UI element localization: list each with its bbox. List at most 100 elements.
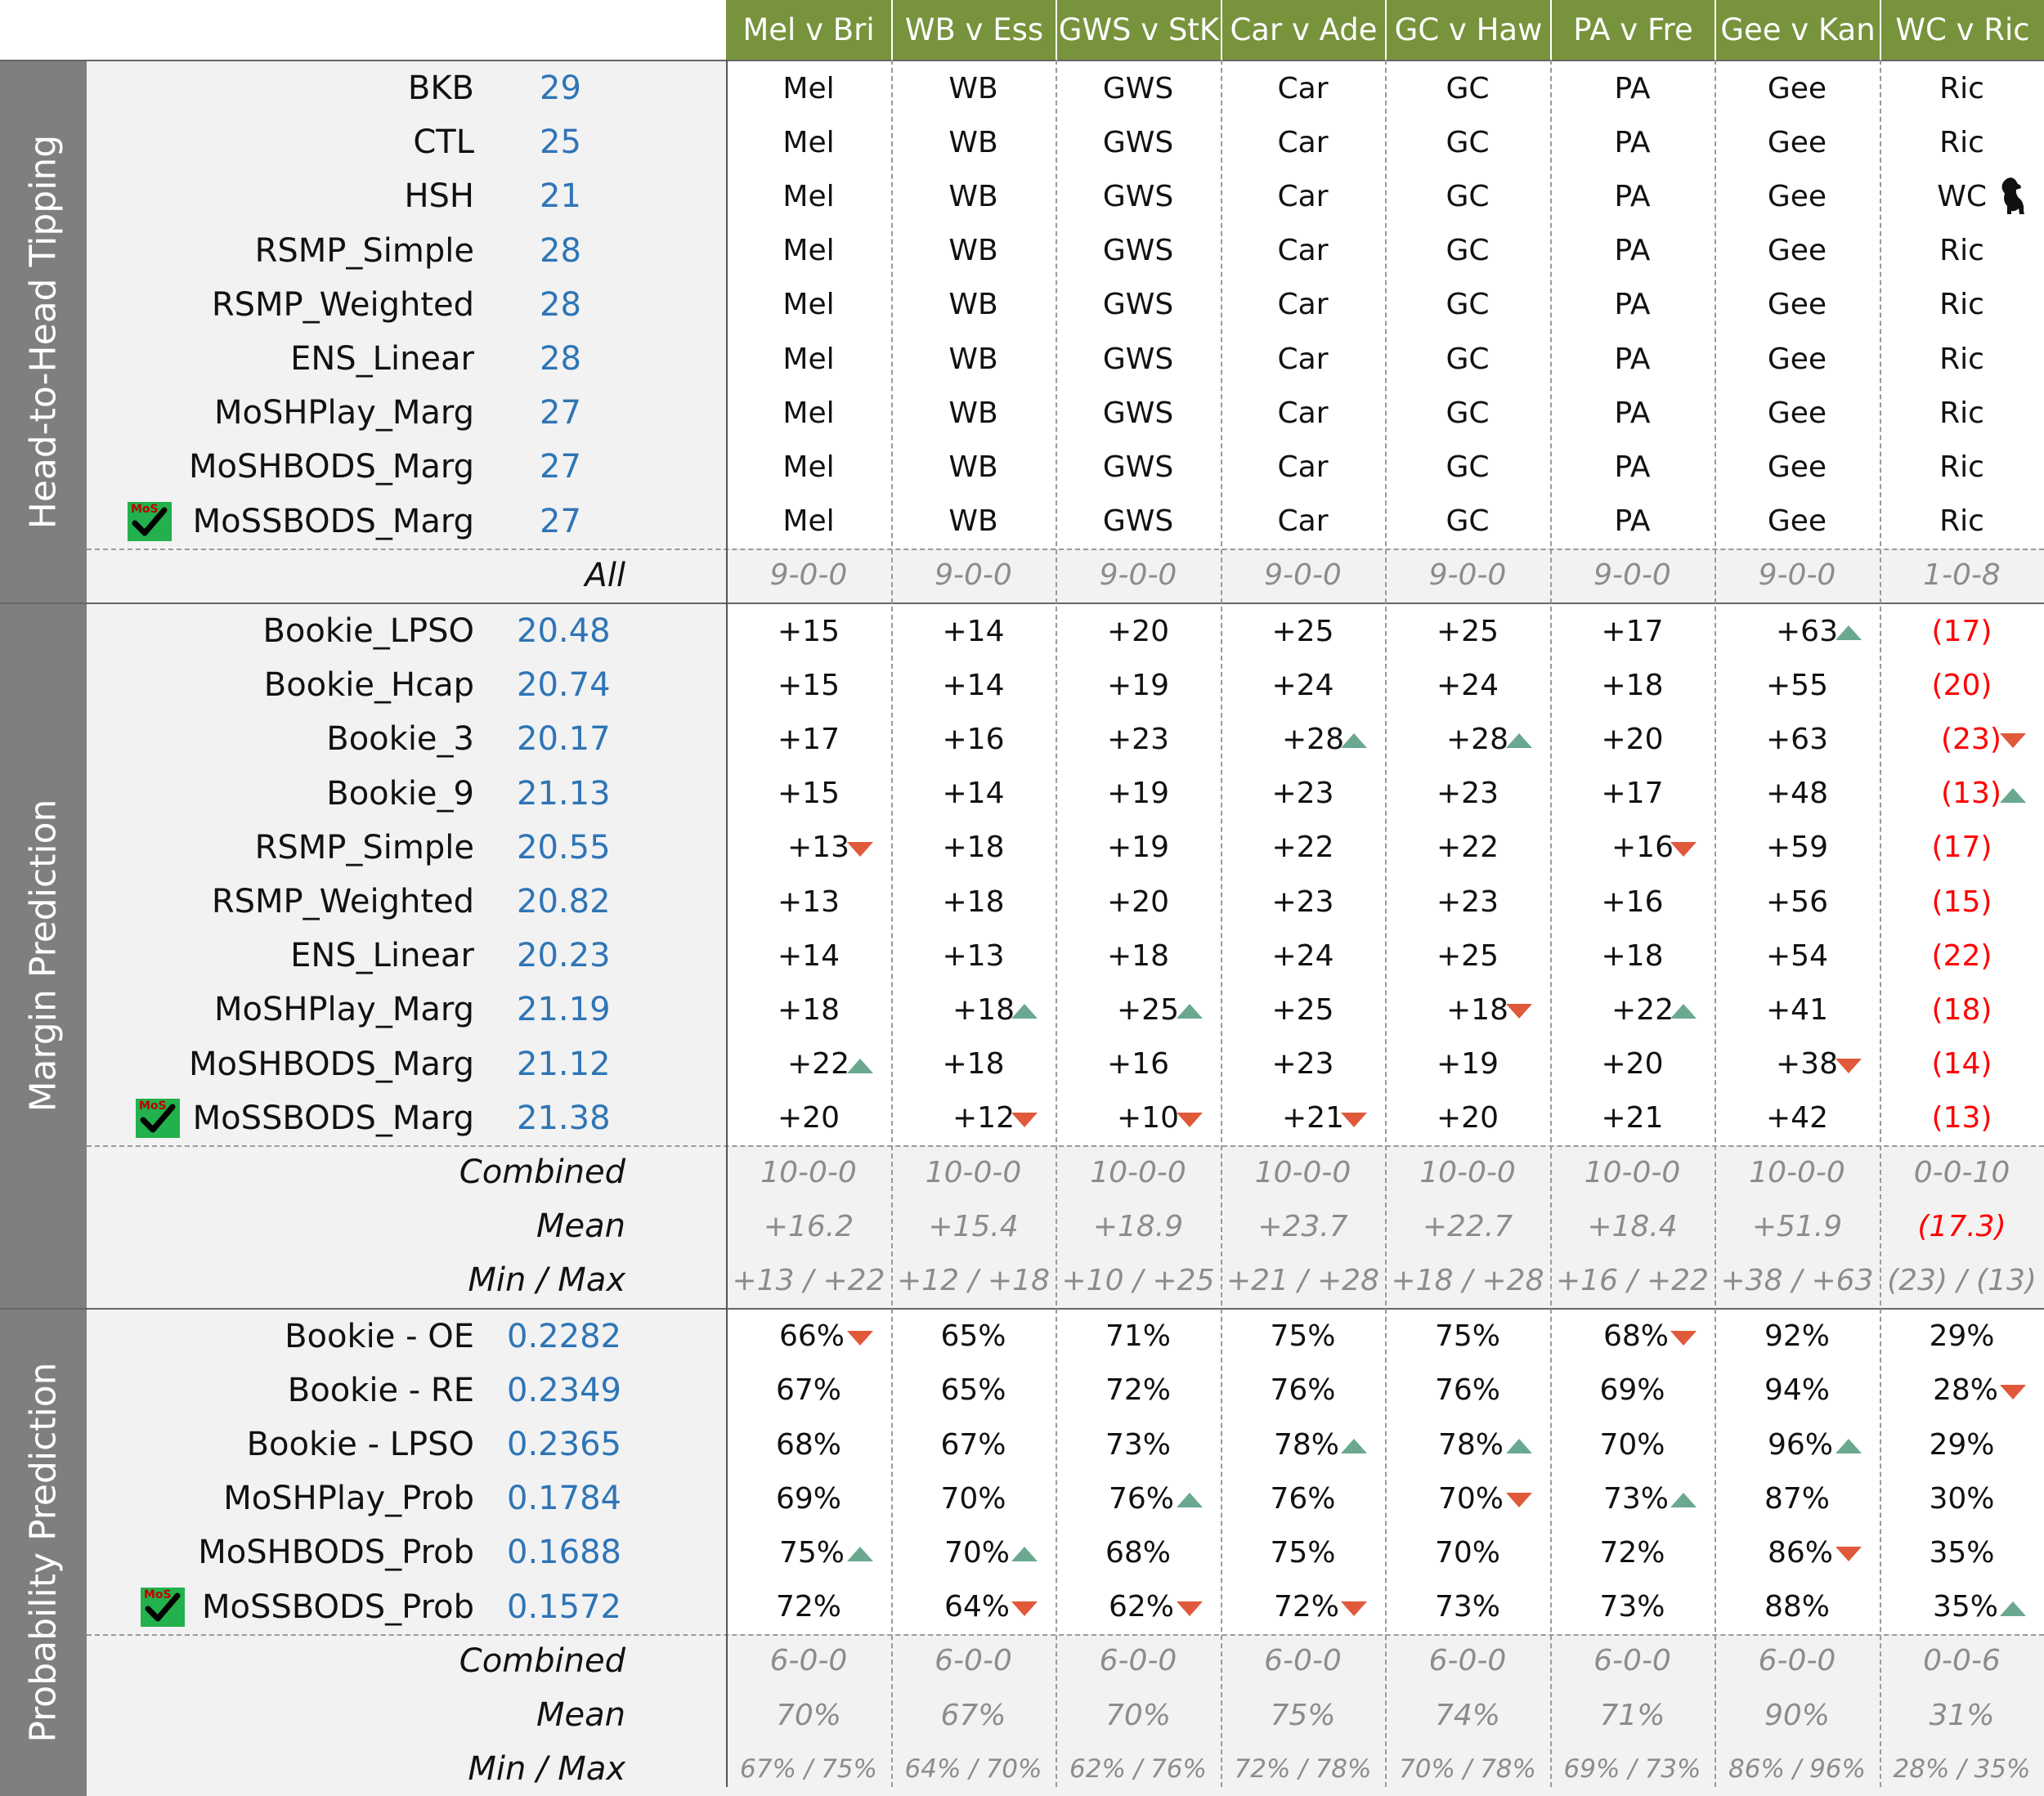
tip-cell: GWS: [1102, 179, 1174, 213]
tip-cell: GC: [1446, 179, 1490, 213]
prediction-cell: +19: [1107, 831, 1169, 865]
prediction-cell: 70%: [1599, 1427, 1665, 1462]
model-score: 28: [540, 285, 581, 324]
prediction-cell: +22: [1611, 992, 1674, 1027]
prediction-cell: 75%: [1270, 1319, 1336, 1354]
match-header[interactable]: WC v Ric: [1880, 0, 2044, 60]
match-header[interactable]: GC v Haw: [1385, 0, 1550, 60]
model-score: 0.1572: [507, 1588, 621, 1626]
prediction-cell: 65%: [940, 1319, 1006, 1354]
match-header[interactable]: GWS v StK: [1056, 0, 1221, 60]
tip-cell: GC: [1446, 125, 1490, 159]
match-header[interactable]: PA v Fre: [1550, 0, 1715, 60]
model-name: MoSHPlay_Marg: [213, 991, 474, 1029]
model-score: 20.82: [517, 883, 611, 921]
down-triangle-icon: [1177, 1601, 1203, 1616]
match-header[interactable]: WB v Ess: [891, 0, 1056, 60]
prediction-cell: 70%: [940, 1481, 1006, 1516]
tip-cell: Mel: [782, 342, 835, 376]
section-sidebar-margin: Margin Prediction: [0, 604, 87, 1308]
label-column-divider: [726, 60, 728, 1787]
mos-logo-text: MoS: [139, 1099, 167, 1113]
prediction-cell: +13: [942, 938, 1005, 973]
summary-cell: 64% / 70%: [904, 1754, 1042, 1785]
prediction-cell: +23: [1107, 722, 1169, 756]
summary-cell: 10-0-0: [1749, 1155, 1845, 1189]
up-triangle-icon: [1341, 1439, 1367, 1453]
prediction-cell: (18): [1931, 992, 1992, 1027]
header-divider: [0, 60, 2044, 61]
tip-cell: PA: [1614, 288, 1651, 322]
match-header[interactable]: Car v Ade: [1221, 0, 1385, 60]
prediction-cell: +14: [942, 777, 1005, 811]
prediction-cell: 70%: [944, 1535, 1011, 1570]
model-name: Bookie_Hcap: [263, 666, 474, 705]
model-score: 21: [540, 177, 581, 216]
up-triangle-icon: [1177, 1493, 1203, 1508]
model-score: 20.48: [517, 612, 611, 651]
summary-cell: 9-0-0: [769, 558, 848, 593]
column-divider: [1880, 60, 1881, 1787]
tip-cell: WB: [948, 179, 998, 213]
model-score: 0.2365: [507, 1426, 621, 1464]
model-name: HSH: [404, 177, 474, 216]
tip-cell: Car: [1277, 125, 1329, 159]
prediction-cell: (22): [1931, 938, 1992, 973]
tip-cell: WB: [948, 450, 998, 484]
tip-cell: WC: [1937, 179, 1987, 213]
down-triangle-icon: [1836, 1058, 1862, 1073]
summary-cell: +21 / +28: [1226, 1263, 1379, 1297]
prediction-cell: 68%: [775, 1427, 841, 1462]
tip-cell: Ric: [1939, 504, 1984, 539]
summary-cell: 70%: [775, 1698, 841, 1732]
summary-cell: 72% / 78%: [1234, 1754, 1372, 1785]
prediction-cell: +23: [1437, 777, 1499, 811]
tip-cell: GC: [1446, 450, 1490, 484]
model-name: Bookie_LPSO: [262, 612, 474, 651]
summary-label: Mean: [536, 1696, 625, 1735]
summary-cell: 9-0-0: [1099, 558, 1177, 593]
summary-cell: 6-0-0: [1428, 1644, 1507, 1678]
model-name: Bookie_3: [326, 720, 474, 759]
summary-cell: 74%: [1434, 1698, 1500, 1732]
prediction-cell: +38: [1776, 1047, 1838, 1082]
model-score: 27: [540, 394, 581, 432]
prediction-cell: +25: [1271, 992, 1334, 1027]
match-header[interactable]: Mel v Bri: [726, 0, 891, 60]
tip-cell: Car: [1277, 450, 1329, 484]
prediction-cell: 72%: [1105, 1373, 1171, 1408]
summary-label: Combined: [459, 1153, 625, 1192]
tip-cell: WB: [948, 125, 998, 159]
match-header[interactable]: Gee v Kan: [1715, 0, 1880, 60]
prediction-cell: 87%: [1764, 1481, 1830, 1516]
prediction-cell: +23: [1271, 885, 1334, 919]
prediction-cell: +22: [787, 1047, 849, 1082]
label-panel: [87, 604, 726, 1308]
summary-cell: 0-0-6: [1923, 1644, 2001, 1678]
prediction-cell: 72%: [1274, 1590, 1340, 1624]
tip-cell: GC: [1446, 234, 1490, 268]
summary-cell: 10-0-0: [760, 1155, 857, 1189]
down-triangle-icon: [1836, 1547, 1862, 1562]
prediction-cell: +21: [1601, 1101, 1664, 1135]
prediction-cell: 73%: [1434, 1590, 1500, 1624]
prediction-cell: +23: [1271, 1047, 1334, 1082]
tip-cell: GWS: [1102, 450, 1174, 484]
prediction-cell: 76%: [1270, 1481, 1336, 1516]
section-sidebar-tipping: Head-to-Head Tipping: [0, 61, 87, 602]
tip-cell: Ric: [1939, 342, 1984, 376]
model-name: Bookie - RE: [287, 1371, 474, 1409]
tip-cell: GWS: [1102, 125, 1174, 159]
prediction-cell: +14: [778, 938, 840, 973]
prediction-cell: 29%: [1929, 1427, 1995, 1462]
prediction-cell: +10: [1117, 1101, 1179, 1135]
prediction-cell: 73%: [1105, 1427, 1171, 1462]
model-score: 21.38: [517, 1099, 611, 1137]
model-name: RSMP_Weighted: [211, 883, 474, 921]
tip-cell: GWS: [1102, 288, 1174, 322]
prediction-cell: 64%: [944, 1590, 1011, 1624]
model-score: 0.2349: [507, 1371, 621, 1409]
tip-cell: PA: [1614, 71, 1651, 105]
column-divider: [1550, 60, 1552, 1787]
column-divider: [1056, 60, 1057, 1787]
